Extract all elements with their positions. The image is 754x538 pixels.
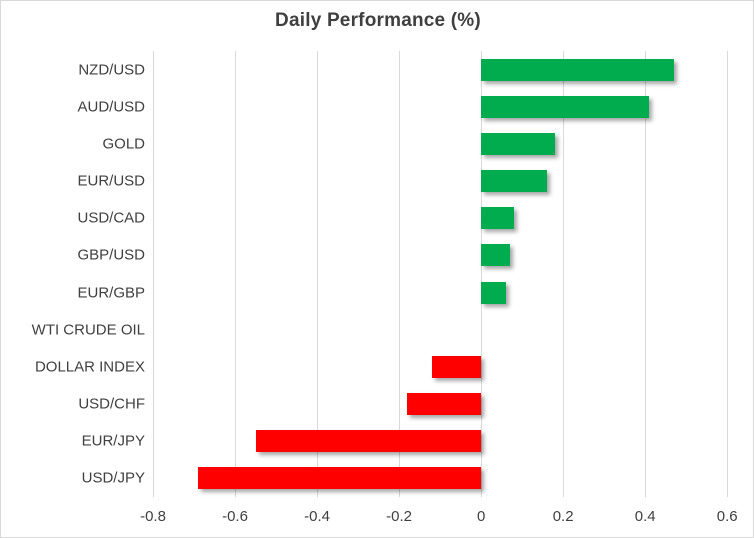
bar-gold bbox=[481, 132, 555, 155]
x-tick-label--0.8: -0.8 bbox=[140, 508, 166, 525]
category-label-usd-chf: USD/CHF bbox=[78, 395, 145, 413]
category-label-dollar-index: DOLLAR INDEX bbox=[34, 358, 145, 376]
x-tick-label--0.6: -0.6 bbox=[222, 508, 248, 525]
category-label-gbp-usd: GBP/USD bbox=[77, 246, 145, 264]
category-label-eur-usd: EUR/USD bbox=[77, 172, 145, 190]
bar-eur-gbp bbox=[481, 281, 506, 304]
category-label-gold: GOLD bbox=[102, 135, 145, 153]
bar-usd-jpy bbox=[198, 467, 482, 490]
gridline-x--0.2 bbox=[398, 51, 400, 497]
bar-dollar-index bbox=[431, 355, 482, 378]
bar-nzd-usd bbox=[481, 58, 674, 81]
plot-area bbox=[152, 51, 751, 497]
gridline-x-0.6 bbox=[726, 51, 728, 497]
x-tick-label--0.4: -0.4 bbox=[304, 508, 330, 525]
x-tick-label-0.4: 0.4 bbox=[634, 508, 656, 525]
category-label-nzd-usd: NZD/USD bbox=[78, 61, 145, 79]
x-tick-label-0: 0 bbox=[476, 508, 486, 525]
category-label-usd-jpy: USD/JPY bbox=[81, 469, 145, 487]
bar-usd-cad bbox=[481, 207, 514, 230]
x-tick-label--0.2: -0.2 bbox=[386, 508, 413, 525]
gridline-x-0 bbox=[480, 51, 482, 497]
x-tick-label-0.2: 0.2 bbox=[552, 508, 574, 525]
bar-eur-jpy bbox=[255, 430, 482, 453]
gridline-x-0.2 bbox=[562, 51, 564, 497]
gridline-x--0.4 bbox=[316, 51, 318, 497]
bar-aud-usd bbox=[481, 95, 650, 118]
category-label-wti-crude-oil: WTI CRUDE OIL bbox=[31, 321, 145, 339]
category-label-eur-jpy: EUR/JPY bbox=[81, 432, 145, 450]
bar-eur-usd bbox=[481, 170, 547, 193]
gridline-x-0.4 bbox=[644, 51, 646, 497]
gridline-x--0.8 bbox=[152, 51, 154, 497]
category-label-eur-gbp: EUR/GBP bbox=[77, 284, 145, 302]
category-label-aud-usd: AUD/USD bbox=[77, 98, 145, 116]
bar-usd-chf bbox=[407, 393, 482, 416]
x-tick-label-0.6: 0.6 bbox=[716, 508, 738, 525]
bar-gbp-usd bbox=[481, 244, 510, 267]
chart-title: Daily Performance (%) bbox=[275, 10, 481, 31]
category-label-usd-cad: USD/CAD bbox=[77, 209, 145, 227]
gridline-x--0.6 bbox=[234, 51, 236, 497]
